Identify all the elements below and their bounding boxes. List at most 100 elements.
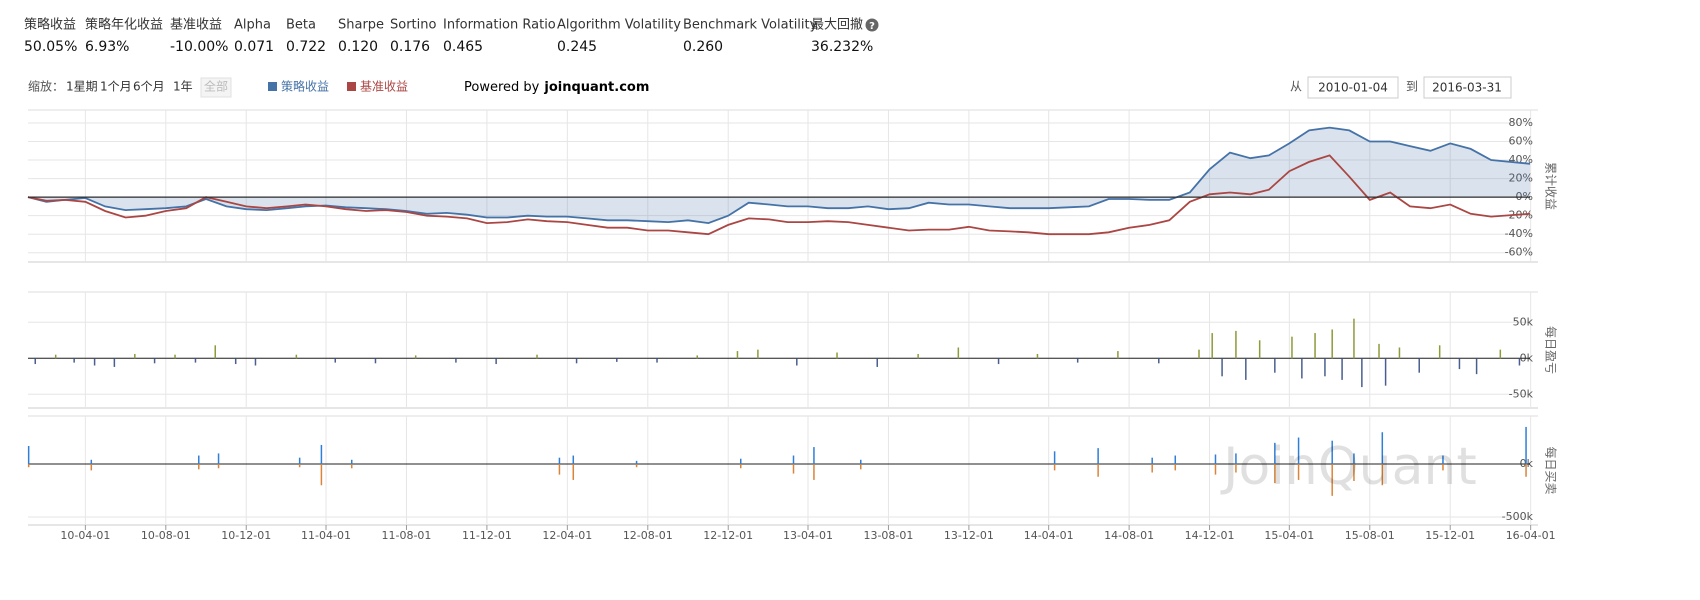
bar	[1097, 448, 1099, 465]
bar	[350, 464, 353, 469]
powered-site[interactable]: joinquant.com	[543, 80, 649, 95]
help-icon[interactable]	[865, 18, 879, 32]
bar	[558, 457, 561, 465]
legend-swatch	[268, 82, 277, 91]
y-tick-label: -60%	[1505, 246, 1533, 259]
bar	[34, 358, 37, 365]
metric-label: Information Ratio	[443, 18, 556, 33]
bar	[1174, 464, 1177, 471]
x-tick-label: 12-04-01	[542, 529, 592, 542]
metrics: 策略收益 50.05% 策略年化收益 6.93% 基准收益 -10.00% Alpha 0.0…	[24, 17, 873, 56]
x-tick-label: 11-08-01	[381, 529, 431, 542]
from-date: 2010-01-04	[1318, 81, 1388, 95]
y-tick-label: -40%	[1505, 227, 1533, 240]
bar	[572, 455, 575, 465]
bar	[575, 358, 578, 364]
zoom-button[interactable]: 1年	[173, 80, 193, 94]
bar	[860, 459, 862, 465]
bar	[813, 464, 815, 480]
bar	[740, 464, 742, 469]
x-tick-label: 10-12-01	[221, 529, 271, 542]
bar	[1151, 464, 1153, 473]
bar	[616, 358, 618, 362]
bar	[1525, 426, 1527, 465]
bar	[113, 358, 116, 367]
metric-value: 0.176	[390, 39, 430, 55]
x-tick-label: 12-12-01	[703, 529, 753, 542]
bar	[295, 354, 298, 359]
bar	[1097, 464, 1099, 477]
bar	[796, 358, 798, 366]
bar	[1297, 437, 1300, 465]
series-line	[27, 126, 1531, 225]
bar	[1214, 464, 1217, 475]
bar	[1258, 340, 1261, 359]
from-input[interactable]	[1307, 76, 1399, 99]
bar	[54, 354, 57, 359]
y-axis-title: 每日盈亏	[1544, 326, 1559, 374]
zoom-button[interactable]: 1个月	[100, 80, 132, 94]
bar	[792, 464, 795, 474]
bar	[740, 458, 742, 465]
x-tick-label: 11-04-01	[301, 529, 351, 542]
bar	[1381, 464, 1384, 486]
bar	[1331, 464, 1333, 496]
bar	[1331, 440, 1333, 465]
bar	[1384, 358, 1387, 386]
y-tick-label: 20%	[1509, 172, 1533, 185]
bar	[1235, 453, 1237, 465]
bar	[1211, 333, 1213, 359]
metric-value: 0.722	[286, 39, 326, 55]
y-tick-label: 50k	[1513, 315, 1534, 328]
metric-label: 基准收益	[170, 18, 222, 33]
y-tick-label: 80%	[1509, 116, 1533, 129]
bar	[1353, 453, 1355, 465]
zoom-button: 全部	[204, 79, 228, 94]
bar	[153, 358, 156, 364]
metric-value: 0.245	[557, 39, 597, 55]
bar	[1525, 464, 1527, 477]
bar	[374, 358, 377, 364]
bar	[1442, 455, 1444, 465]
help-icon-glyph: ?	[869, 21, 875, 32]
metric-value: 0.120	[338, 39, 378, 55]
bar	[813, 447, 815, 465]
bar	[1518, 358, 1521, 366]
bar	[234, 358, 237, 365]
bar	[298, 457, 301, 465]
bar	[1475, 358, 1478, 375]
x-tick-label: 10-08-01	[141, 529, 191, 542]
bar	[414, 355, 417, 359]
bar	[93, 358, 96, 366]
x-tick-label: 13-12-01	[944, 529, 994, 542]
zoom-button[interactable]: 1星期	[66, 80, 98, 94]
x-tick-label: 15-08-01	[1345, 529, 1395, 542]
bar	[174, 354, 176, 359]
bar	[1297, 464, 1300, 480]
bar	[1361, 358, 1363, 388]
to-date: 2016-03-31	[1432, 81, 1502, 95]
bar	[696, 355, 698, 359]
bar	[298, 464, 301, 468]
bar	[1301, 358, 1303, 379]
metric-label: 策略年化收益	[85, 17, 163, 33]
bar	[254, 358, 257, 366]
to-input[interactable]	[1423, 76, 1512, 99]
x-tick-label: 14-08-01	[1104, 529, 1154, 542]
legend-swatch	[347, 82, 356, 91]
bar	[214, 345, 217, 359]
plots: 80%60%40%20%0%-20%-40%-60%累计收益50k0k-50k每…	[27, 109, 1559, 542]
bar	[736, 351, 739, 359]
zoom-button[interactable]: 6个月	[133, 80, 165, 94]
bar	[1235, 464, 1237, 473]
legend-entry[interactable]: 策略收益	[281, 79, 329, 94]
bar	[1151, 457, 1153, 465]
metric-label: Algorithm Volatility	[557, 18, 681, 33]
bar	[1221, 358, 1223, 377]
bar	[1353, 318, 1355, 359]
bar	[1331, 329, 1333, 359]
x-tick-label: 10-04-01	[60, 529, 110, 542]
bar	[217, 464, 220, 469]
legend-entry[interactable]: 基准收益	[360, 80, 408, 94]
